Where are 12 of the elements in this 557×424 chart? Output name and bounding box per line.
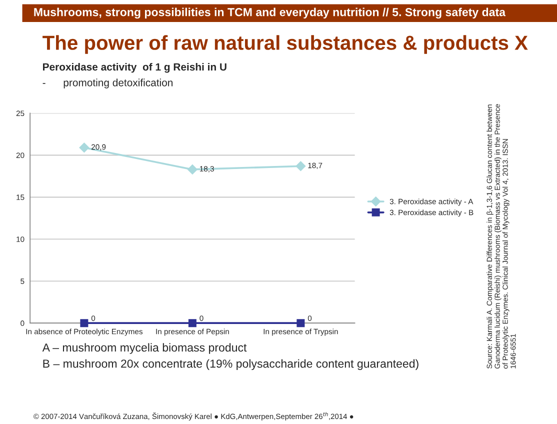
text: A – mushroom mycelia biomass product xyxy=(42,343,247,354)
text: - promoting detoxification xyxy=(42,78,173,88)
point xyxy=(79,142,90,153)
point xyxy=(188,164,198,174)
chart-title: The power of raw natural substances & products X xyxy=(42,35,528,54)
text: Mushrooms, strong possibilities in TCM and everyday nutrition // 5. Strong safety data xyxy=(34,8,506,19)
point xyxy=(296,319,305,328)
point xyxy=(188,319,196,328)
text: B – mushroom 20x concentrate (19% polysaccharide content guaranteed) xyxy=(43,359,418,370)
chart-subtitle: Peroxidase activity of 1 g Reishi in U xyxy=(43,62,226,73)
point xyxy=(80,319,88,328)
point xyxy=(296,161,306,172)
